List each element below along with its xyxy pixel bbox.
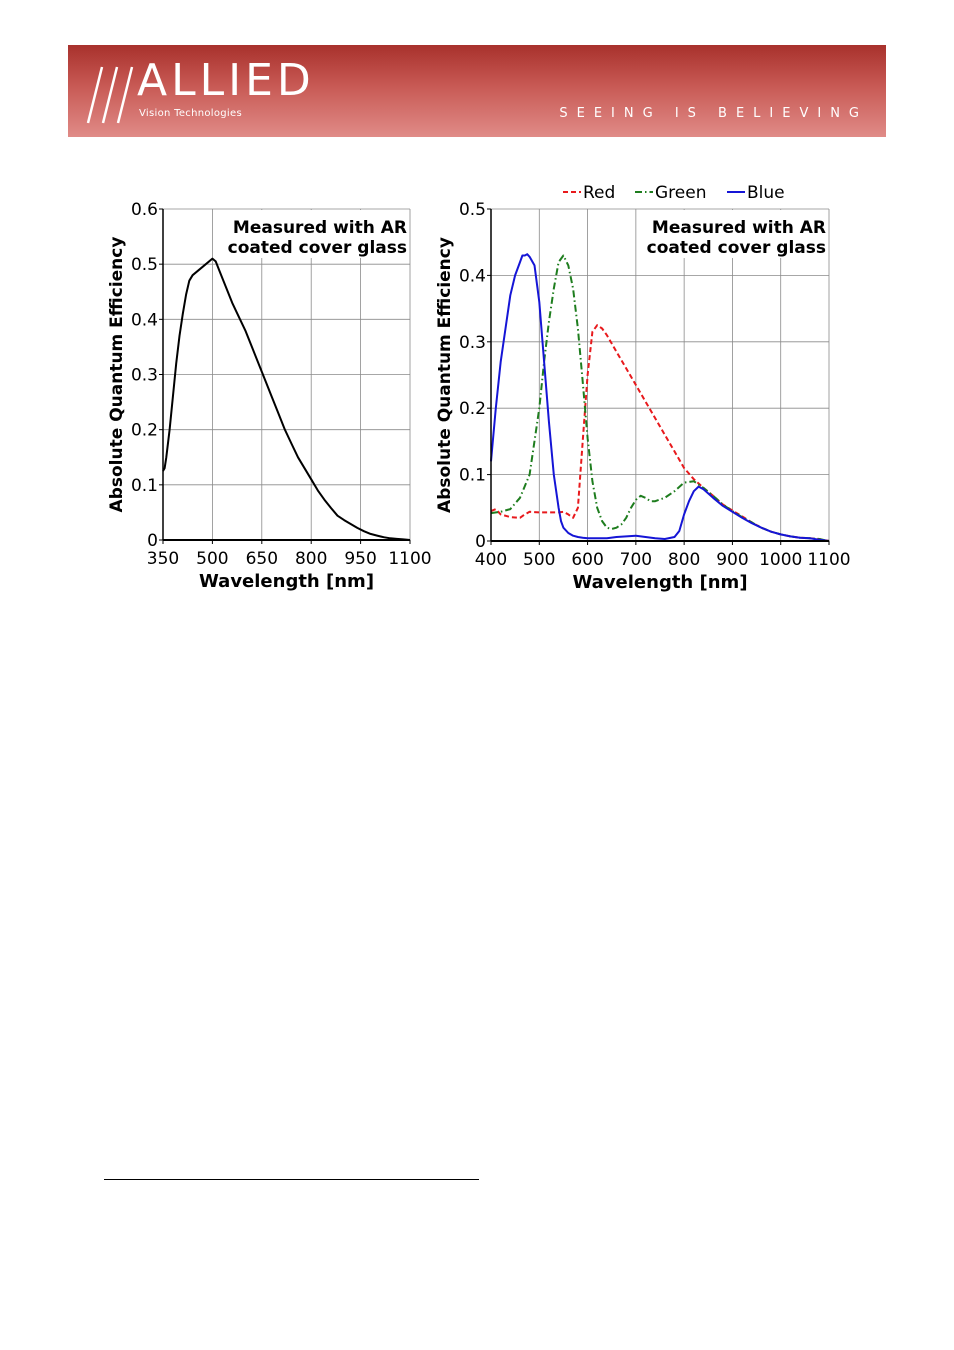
y-tick-label: 0.2 [131,421,158,441]
x-axis-label: Wavelength [nm] [572,572,747,593]
y-tick-label: 0.6 [131,200,158,220]
legend-label-green: Green [655,183,706,203]
annotation-box [240,210,409,258]
annotation-line: Measured with AR [652,218,826,238]
y-tick-label: 0.3 [459,333,486,353]
series-line-green [490,254,830,542]
x-tick-label: 500 [196,549,228,569]
y-axis-label: Absolute Quantum Efficiency [435,237,455,513]
x-tick-label: 800 [668,550,700,570]
series-line-blue [490,253,830,542]
footnote-rule [104,1179,479,1180]
annotation-line: Measured with AR [233,218,407,238]
x-tick-label: 800 [295,549,327,569]
header-banner: ALLIED Vision Technologies SEEING IS BEL… [68,45,886,137]
annotation-line: coated cover glass [647,238,826,258]
y-tick-label: 0.5 [131,255,158,275]
tagline: SEEING IS BELIEVING [559,106,868,121]
x-tick-label: 500 [523,550,555,570]
series-line-red [490,324,830,542]
annotation-box [659,210,828,258]
x-tick-label: 900 [716,550,748,570]
series-line [162,257,411,541]
legend-label-blue: Blue [747,183,785,203]
logo-slashes-icon [86,66,134,124]
x-tick-label: 950 [344,549,376,569]
y-tick-label: 0.4 [131,310,158,330]
x-tick-label: 1100 [807,550,850,570]
x-tick-label: 1000 [759,550,802,570]
x-axis-label: Wavelength [nm] [199,571,374,592]
annotation-line: coated cover glass [228,238,407,258]
y-tick-label: 0 [147,531,158,551]
x-tick-label: 600 [571,550,603,570]
x-tick-label: 350 [147,549,179,569]
logo-subtext: Vision Technologies [139,108,242,119]
y-tick-label: 0.2 [459,399,486,419]
y-tick-label: 0.5 [459,200,486,220]
x-tick-label: 700 [620,550,652,570]
y-tick-label: 0 [475,532,486,552]
x-tick-label: 400 [475,550,507,570]
logo-text: ALLIED [137,55,315,106]
y-tick-label: 0.1 [131,476,158,496]
y-tick-label: 0.3 [131,366,158,386]
x-tick-label: 650 [246,549,278,569]
y-tick-label: 0.4 [459,266,486,286]
y-axis-label: Absolute Quantum Efficiency [107,237,127,513]
y-tick-label: 0.1 [459,466,486,486]
x-tick-label: 1100 [388,549,431,569]
legend-label-red: Red [583,183,615,203]
